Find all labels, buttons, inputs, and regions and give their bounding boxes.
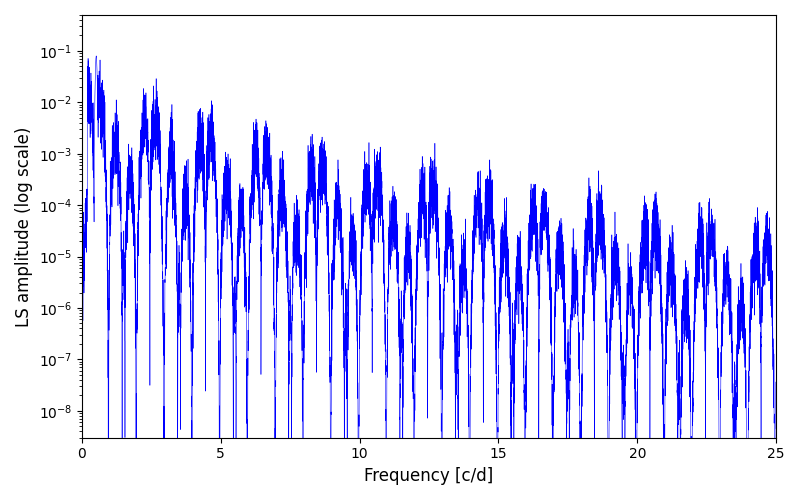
X-axis label: Frequency [c/d]: Frequency [c/d]	[364, 467, 494, 485]
Y-axis label: LS amplitude (log scale): LS amplitude (log scale)	[15, 126, 33, 326]
